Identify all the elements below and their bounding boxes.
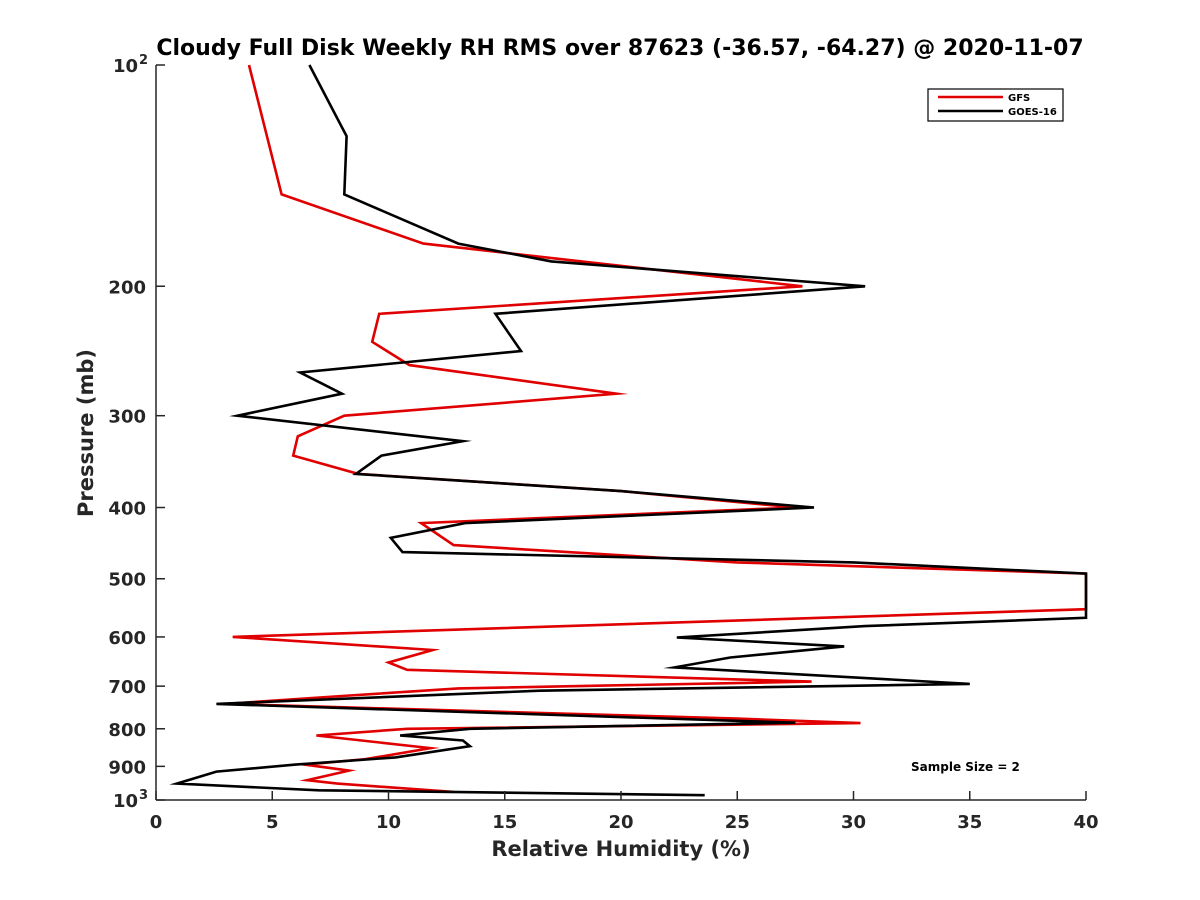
- x-tick-label: 15: [492, 812, 517, 833]
- y-tick-exponent: 2: [139, 53, 148, 68]
- y-tick-label: 400: [108, 499, 146, 520]
- x-axis-title: Relative Humidity (%): [491, 837, 750, 861]
- y-tick-label: 10: [113, 56, 138, 77]
- y-tick-label: 800: [108, 720, 146, 741]
- series-line-goes16: [169, 64, 1088, 797]
- sample-size-annotation: Sample Size = 2: [911, 760, 1020, 774]
- y-tick-label: 300: [108, 407, 146, 428]
- series-layer: [169, 64, 1088, 797]
- y-tick-label: 600: [108, 628, 146, 649]
- y-tick-exponent: 3: [139, 788, 148, 803]
- legend-label-goes16: GOES-16: [1008, 107, 1057, 118]
- x-ticks: 0 5 10 15 20 25 30 35 40: [150, 791, 1099, 833]
- x-tick-label: 5: [266, 812, 279, 833]
- y-tick-label: 700: [108, 677, 146, 698]
- legend-box: [927, 88, 1064, 122]
- y-tick-label: 500: [108, 570, 146, 591]
- y-tick-label: 900: [108, 757, 146, 778]
- x-tick-label: 0: [150, 812, 163, 833]
- x-tick-label: 25: [725, 812, 750, 833]
- x-tick-label: 35: [957, 812, 982, 833]
- y-tick-label: 10: [113, 791, 138, 812]
- legend-label-gfs: GFS: [1008, 93, 1030, 104]
- chart-title: Cloudy Full Disk Weekly RH RMS over 8762…: [156, 36, 1083, 61]
- legend: GFS GOES-16: [927, 88, 1064, 122]
- y-axis-title: Pressure (mb): [74, 349, 98, 517]
- x-tick-label: 20: [608, 812, 633, 833]
- x-tick-label: 30: [841, 812, 866, 833]
- x-tick-label: 10: [376, 812, 401, 833]
- series-line-gfs: [225, 64, 1088, 794]
- x-tick-label: 40: [1073, 812, 1098, 833]
- y-tick-label: 200: [108, 277, 146, 298]
